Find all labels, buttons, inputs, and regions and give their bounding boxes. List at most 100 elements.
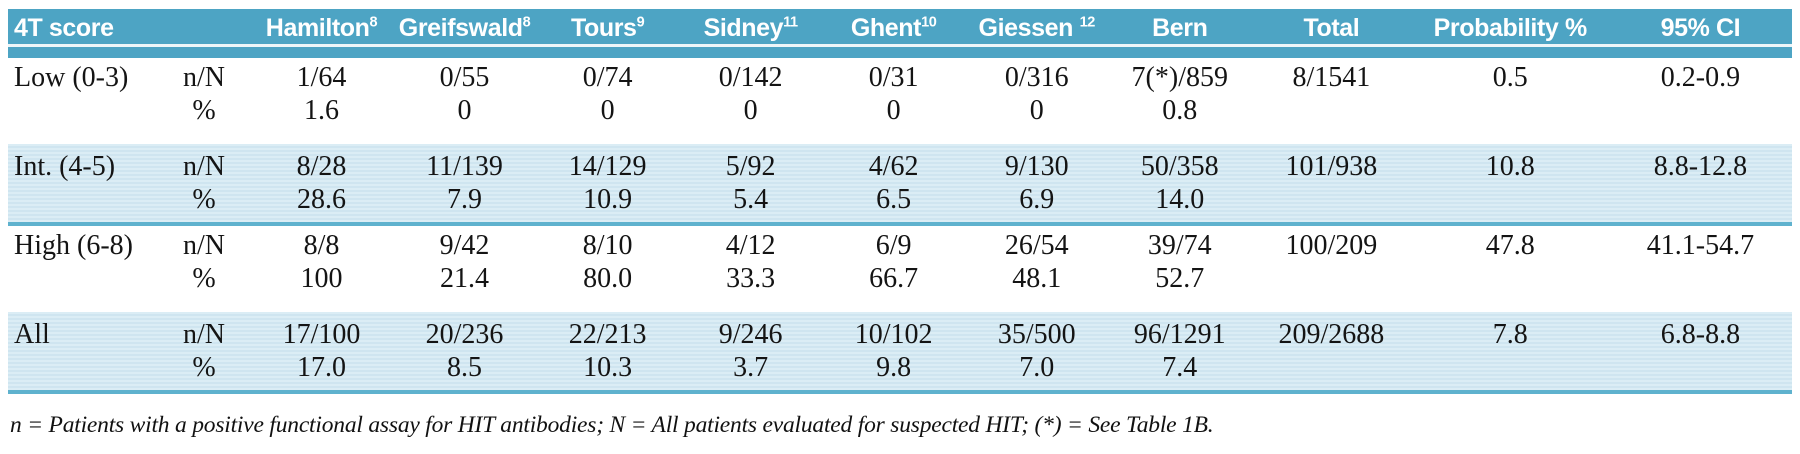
- data-cell: 4/62: [868, 151, 919, 182]
- data-cell: 35/500: [997, 319, 1076, 350]
- total-cell: 209/2688: [1278, 319, 1385, 350]
- data-cell: 1/64: [296, 62, 347, 93]
- data-cell: 8.5: [447, 352, 483, 383]
- data-cell: 9/130: [1004, 151, 1069, 182]
- data-cell: 6.9: [1019, 184, 1055, 215]
- data-cell: 20/236: [425, 319, 504, 350]
- data-cell: 52.7: [1155, 263, 1205, 294]
- column-header-bern: Bern: [1108, 14, 1251, 43]
- column-header-label: Total: [1303, 13, 1360, 42]
- row-label: High (6-8): [14, 230, 133, 261]
- data-cell: 7.9: [447, 184, 483, 215]
- data-cell: 0/142: [718, 62, 783, 93]
- data-cell: 1.6: [304, 95, 340, 126]
- column-header-reference: 8: [522, 14, 531, 31]
- sub-label-pct: %: [192, 352, 216, 383]
- column-header-label: Tours: [570, 13, 637, 42]
- data-cell: 14.0: [1155, 184, 1205, 215]
- data-cell: 10.3: [583, 352, 633, 383]
- probability-cell: 47.8: [1485, 230, 1535, 261]
- data-cell: 21.4: [440, 263, 490, 294]
- data-cell: 5.4: [733, 184, 769, 215]
- data-cell: 39/74: [1147, 230, 1212, 261]
- table-body: Low (0-3) n/N 1/64 0/55 0/74 0/142 0/31 0/316 7(…: [8, 58, 1792, 394]
- data-cell: 96/1291: [1133, 319, 1226, 350]
- column-header-reference: 9: [636, 14, 645, 31]
- data-cell: 26/54: [1004, 230, 1069, 261]
- column-header-probability-%: Probability %: [1412, 14, 1609, 43]
- probability-cell: 0.5: [1492, 62, 1528, 93]
- column-header-label: Probability %: [1433, 13, 1588, 42]
- table-header: 4T score Hamilton8 Greifswald8 Tours9 Sidne…: [8, 9, 1792, 58]
- ci-cell: 41.1-54.7: [1646, 230, 1755, 261]
- row-all-pct: % 17.0 8.5 10.3 3.7 9.8 7.0 7.4: [8, 351, 1792, 384]
- column-header-4t-score: 4T score: [14, 13, 114, 42]
- data-cell: 8/8: [303, 230, 340, 261]
- data-cell: 7.4: [1162, 352, 1198, 383]
- row-int-4-5-nN: Int. (4-5) n/N 8/28 11/139 14/129 5/92 4/62 9/1…: [8, 150, 1792, 183]
- row-band-low-0-3: Low (0-3) n/N 1/64 0/55 0/74 0/142 0/31 0/316 7(…: [8, 58, 1792, 132]
- data-cell: 0: [600, 95, 615, 126]
- sub-label-pct: %: [192, 184, 216, 215]
- sub-label-pct: %: [192, 95, 216, 126]
- row-int-4-5-pct: % 28.6 7.9 10.9 5.4 6.5 6.9 14.0: [8, 183, 1792, 216]
- header-divider-line: [8, 44, 1792, 47]
- data-cell: 3.7: [733, 352, 769, 383]
- row-all-nN: All n/N 17/100 20/236 22/213 9/246 10/102 35/50…: [8, 318, 1792, 351]
- data-cell: 0/55: [439, 62, 490, 93]
- row-label: Int. (4-5): [14, 151, 116, 182]
- column-header-label: 95% CI: [1660, 13, 1741, 42]
- ci-cell: 6.8-8.8: [1660, 319, 1741, 350]
- data-cell: 66.7: [869, 263, 919, 294]
- column-header-ghent: Ghent10: [822, 14, 965, 43]
- column-header-total: Total: [1251, 14, 1411, 43]
- data-cell: 9/246: [718, 319, 783, 350]
- probability-cell: 10.8: [1485, 151, 1535, 182]
- data-cell: 17/100: [282, 319, 361, 350]
- row-label: All: [14, 319, 50, 350]
- column-header-reference: 11: [783, 14, 798, 31]
- data-cell: 0.8: [1162, 95, 1198, 126]
- data-cell: 6/9: [875, 230, 912, 261]
- column-header-reference: 10: [921, 14, 937, 31]
- data-cell: 28.6: [297, 184, 347, 215]
- data-cell: 7.0: [1019, 352, 1055, 383]
- row-band-high-6-8: High (6-8) n/N 8/8 9/42 8/10 4/12 6/9 26/54 39/7…: [8, 226, 1792, 300]
- ci-cell: 8.8-12.8: [1653, 151, 1748, 182]
- footnote: n = Patients with a positive functional …: [10, 412, 1214, 438]
- data-cell: 22/213: [568, 319, 647, 350]
- data-cell: 10.9: [583, 184, 633, 215]
- data-cell: 14/129: [568, 151, 647, 182]
- data-cell: 11/139: [426, 151, 503, 182]
- data-cell: 4/12: [725, 230, 776, 261]
- data-cell: 8/28: [296, 151, 347, 182]
- row-low-0-3-pct: % 1.6 0 0 0 0 0 0.8: [8, 94, 1792, 127]
- total-cell: 8/1541: [1292, 62, 1371, 93]
- row-band-int-4-5: Int. (4-5) n/N 8/28 11/139 14/129 5/92 4/62 9/1…: [8, 144, 1792, 226]
- data-cell: 0: [457, 95, 472, 126]
- sub-label-nN: n/N: [183, 62, 225, 93]
- column-header-reference: 12: [1079, 14, 1096, 31]
- row-label: Low (0-3): [14, 62, 129, 93]
- total-cell: 100/209: [1285, 230, 1378, 261]
- data-cell: 9/42: [439, 230, 490, 261]
- sub-label-pct: %: [192, 263, 216, 294]
- data-cell: 8/10: [582, 230, 633, 261]
- column-header-95%-ci: 95% CI: [1609, 14, 1792, 43]
- data-cell: 9.8: [876, 352, 912, 383]
- row-low-0-3-nN: Low (0-3) n/N 1/64 0/55 0/74 0/142 0/31 0/316 7(…: [8, 61, 1792, 94]
- data-cell: 0: [743, 95, 758, 126]
- row-high-6-8-nN: High (6-8) n/N 8/8 9/42 8/10 4/12 6/9 26/54 39/7…: [8, 229, 1792, 262]
- data-cell: 17.0: [297, 352, 347, 383]
- column-header-label: Hamilton: [265, 13, 370, 42]
- sub-label-nN: n/N: [183, 319, 225, 350]
- total-cell: 101/938: [1285, 151, 1378, 182]
- data-cell: 6.5: [876, 184, 912, 215]
- data-cell: 80.0: [583, 263, 633, 294]
- data-cell: 0: [1029, 95, 1044, 126]
- column-header-sidney: Sidney11: [679, 14, 822, 43]
- data-cell: 0/31: [868, 62, 919, 93]
- data-cell: 100: [300, 263, 343, 294]
- table-header-row: 4T score Hamilton8 Greifswald8 Tours9 Sidne…: [8, 9, 1792, 47]
